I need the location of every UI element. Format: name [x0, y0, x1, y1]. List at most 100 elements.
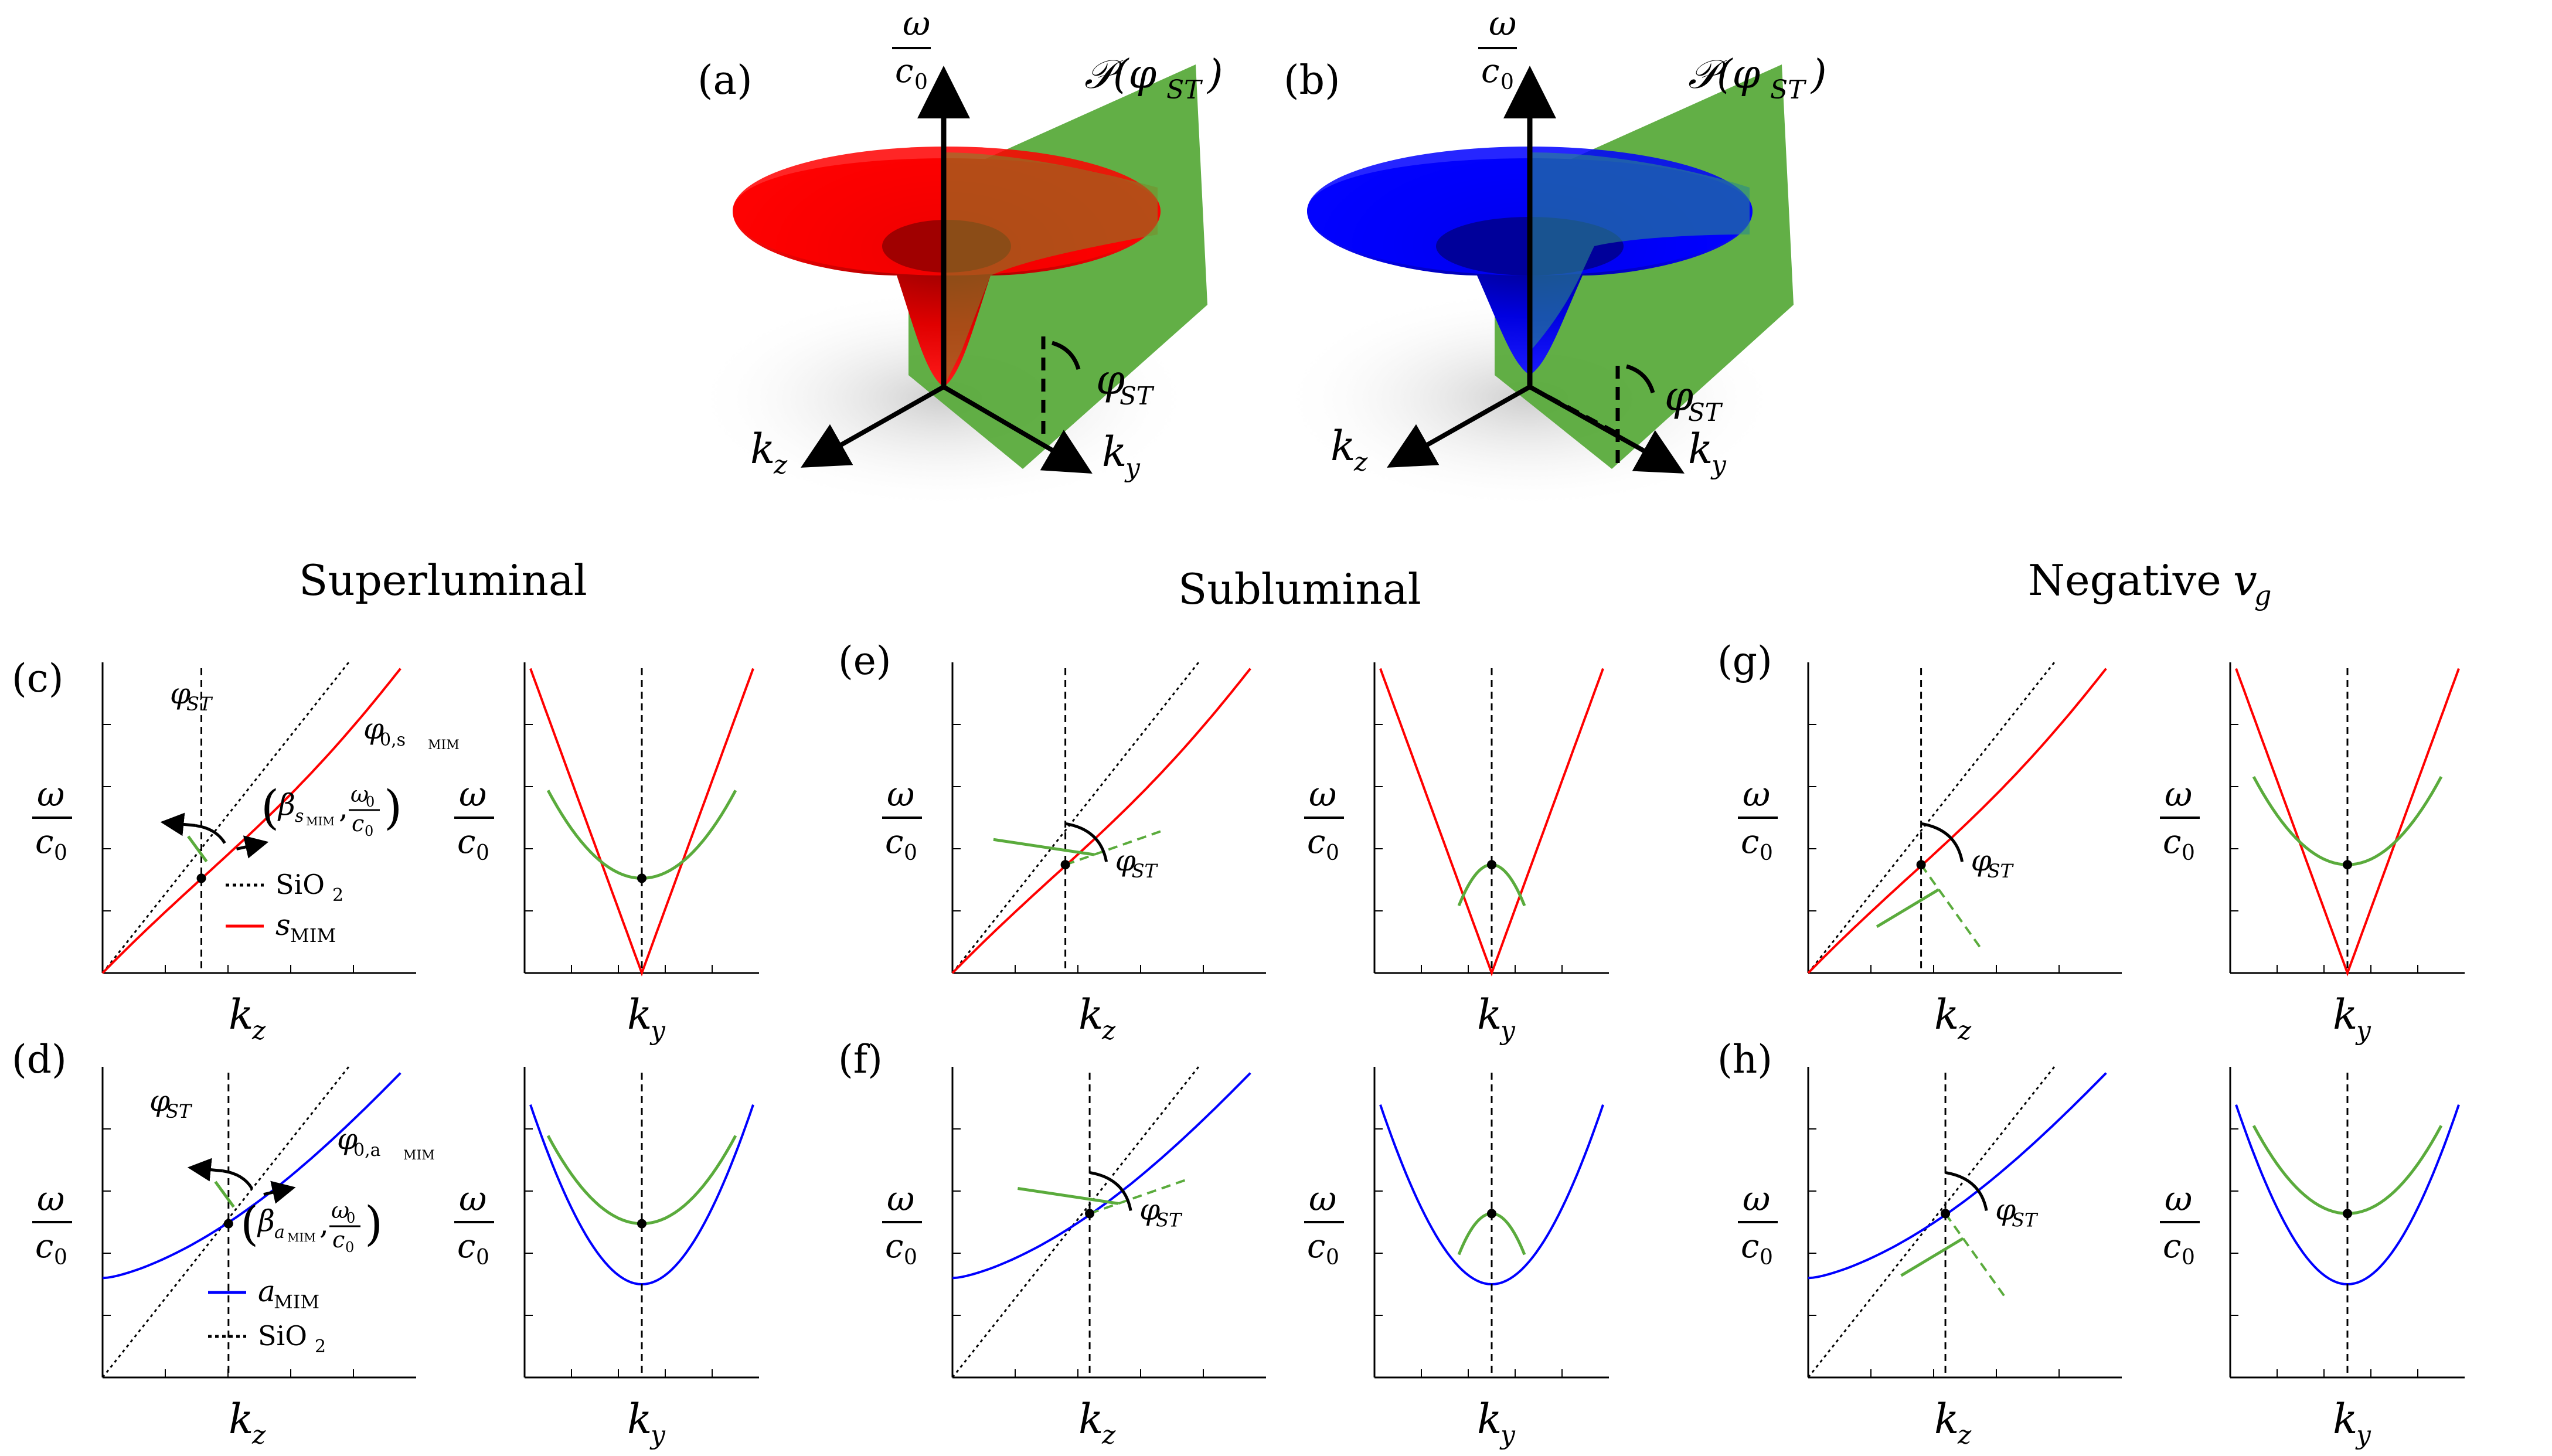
- omega-label-b: ω: [1489, 4, 1516, 43]
- xlabel-k: k: [1078, 1395, 1103, 1443]
- xlabel-sub: z: [1957, 1420, 1972, 1450]
- ky-sub-b: y: [1710, 450, 1727, 480]
- a-mim-curve: [952, 1072, 1251, 1280]
- phi-arc: [195, 824, 226, 844]
- panel-label-d: (d): [12, 1037, 67, 1082]
- plane-sub-b: ST: [1770, 75, 1807, 105]
- phi0-arrow: [236, 835, 269, 859]
- st-point: [2343, 1209, 2352, 1219]
- s-mim-cone: [1379, 668, 1604, 977]
- ky-label-a: k: [1102, 428, 1127, 476]
- ky-axis: [942, 385, 1093, 474]
- ylabel-omega: ω: [887, 1179, 914, 1219]
- ylabel-omega: ω: [1743, 1179, 1770, 1219]
- phi-arrow: [187, 1158, 223, 1182]
- s-mim-cone: [2235, 668, 2460, 977]
- phi-sub: ST: [1132, 860, 1159, 882]
- phi-arc: [1065, 822, 1108, 862]
- xlabel-sub: z: [1101, 1016, 1116, 1046]
- panel-label-e: (e): [838, 638, 892, 683]
- ky-xlabel: ky: [1477, 991, 1516, 1046]
- ylabel-c-sub: 0: [1326, 1246, 1339, 1270]
- operating-point: [1060, 860, 1070, 870]
- ylabel-omega: ω: [2165, 1179, 2192, 1219]
- beta-mim-c: MIM: [306, 814, 335, 828]
- xlabel-k: k: [1477, 1395, 1502, 1443]
- phi-st-sub-d: ST: [166, 1100, 193, 1122]
- kz-sub-a: z: [773, 450, 788, 480]
- spectral-line: [1876, 888, 1940, 928]
- legend-sio2-label: SiO: [275, 869, 325, 900]
- s-mim-curve: [1807, 668, 2107, 974]
- ylabel-omega: ω: [37, 774, 64, 814]
- c0-sub-b: 0: [1500, 70, 1514, 94]
- ky-projection: [1529, 385, 1619, 436]
- phi-sub: ST: [2012, 1209, 2039, 1231]
- omega0-d: ω: [331, 1198, 349, 1223]
- xlabel-sub: z: [1957, 1016, 1972, 1046]
- title-superluminal: Superluminal: [299, 556, 587, 605]
- phi-sub-a: ST: [1120, 382, 1155, 410]
- panel-a: [692, 64, 1207, 510]
- beta-sub-c: s: [295, 806, 304, 826]
- plane-close-a: ): [1206, 52, 1223, 98]
- c0-frac-d: c: [332, 1227, 345, 1253]
- xlabel-k: k: [1934, 991, 1959, 1039]
- beta-d: β: [257, 1204, 275, 1238]
- spectral-line: [214, 1181, 235, 1208]
- panel-b: [1278, 64, 1794, 510]
- paren-close-d: ): [365, 1196, 383, 1251]
- ylabel-c: c: [35, 823, 53, 861]
- beta-mim-d: MIM: [287, 1230, 316, 1244]
- spectral-line: [1900, 1237, 1964, 1277]
- c0-label-b: c: [1481, 52, 1499, 90]
- light-line: [101, 1066, 350, 1378]
- a-mim-curve: [1808, 1072, 2107, 1280]
- kz-xlabel: kz: [229, 1395, 266, 1450]
- ky-xlabel: ky: [2333, 991, 2371, 1046]
- st-point: [637, 873, 646, 883]
- spectral-line-dashed: [1944, 1213, 2009, 1301]
- xlabel-k: k: [627, 1395, 652, 1443]
- light-line: [951, 662, 1200, 974]
- paren-close-c: ): [384, 780, 402, 835]
- kz-xlabel: kz: [1078, 1395, 1116, 1450]
- omega0-sub-d: 0: [346, 1210, 355, 1226]
- plane-sub-a: ST: [1166, 75, 1203, 105]
- c0-sub-a: 0: [914, 70, 928, 94]
- legend-smim-label: s: [275, 908, 291, 942]
- phi-st-d: φ: [149, 1084, 170, 1118]
- beta-c: β: [277, 788, 295, 822]
- s-mim-curve: [101, 668, 401, 974]
- xlabel-sub: y: [2355, 1420, 2371, 1450]
- ylabel-c: c: [2163, 1227, 2181, 1266]
- ky-plot: ωc 0: [454, 1067, 759, 1379]
- ylabel-c-sub: 0: [2182, 1246, 2195, 1270]
- ylabel-c-sub: 0: [54, 841, 67, 865]
- legend-smim-sub: MIM: [290, 924, 336, 947]
- title-subluminal: Subluminal: [1178, 564, 1421, 614]
- legend-amim-label: a: [258, 1274, 275, 1308]
- ky-plot: ωc 0: [454, 662, 759, 974]
- xlabel-sub: y: [649, 1016, 666, 1046]
- c0-frac-sub-d: 0: [345, 1239, 354, 1256]
- ky-label-b: k: [1688, 425, 1713, 473]
- phi-sub: ST: [1988, 860, 2015, 882]
- kz-plot: ωc 0: [1738, 1067, 2122, 1379]
- xlabel-sub: z: [251, 1420, 266, 1450]
- operating-point: [1941, 1209, 1951, 1219]
- phi0-arrow: [263, 1181, 296, 1204]
- ylabel-c: c: [457, 823, 475, 861]
- ylabel-omega: ω: [459, 1179, 486, 1219]
- title-negative-sub: g: [2254, 580, 2271, 611]
- legend-sio2-sub-d: 2: [315, 1336, 326, 1357]
- phi-label: φ: [1995, 1192, 2016, 1226]
- xlabel-sub: z: [251, 1016, 266, 1046]
- plane-label-a: 𝒫(φ: [1084, 52, 1157, 98]
- xlabel-sub: y: [649, 1420, 666, 1450]
- ylabel-c: c: [1741, 1227, 1759, 1266]
- xlabel-k: k: [229, 991, 253, 1039]
- legend-sio2-sub: 2: [332, 885, 343, 906]
- operating-point: [196, 873, 206, 883]
- panel-label-h: (h): [1717, 1037, 1772, 1082]
